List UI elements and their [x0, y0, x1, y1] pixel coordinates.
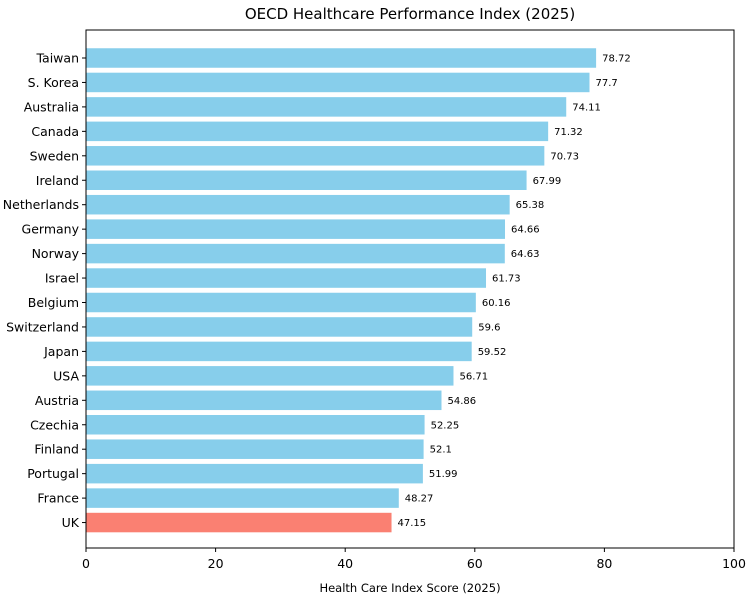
y-tick-label: Finland	[34, 442, 79, 457]
y-tick-label: USA	[53, 368, 79, 383]
bar-israel	[86, 268, 487, 288]
data-label: 65.38	[516, 200, 545, 211]
x-tick-label: 60	[467, 556, 483, 571]
data-label: 54.86	[447, 396, 476, 407]
data-label: 48.27	[405, 494, 434, 505]
x-tick-label: 100	[722, 556, 746, 571]
bar-canada	[86, 121, 549, 142]
data-label: 74.11	[572, 102, 601, 113]
data-label: 71.32	[554, 127, 583, 138]
y-tick-label: Netherlands	[3, 197, 79, 212]
data-label: 56.71	[459, 371, 488, 382]
chart-title: OECD Healthcare Performance Index (2025)	[245, 5, 575, 23]
bar-s-korea	[86, 72, 590, 93]
y-tick-label: Israel	[45, 271, 79, 286]
x-axis-label: Health Care Index Score (2025)	[319, 581, 500, 595]
bar-finland	[86, 439, 424, 459]
bar-france	[86, 488, 399, 508]
bar-austria	[86, 390, 442, 411]
x-tick-label: 20	[208, 556, 224, 571]
bar-uk	[86, 512, 392, 533]
data-label: 47.15	[398, 518, 427, 529]
bar-usa	[86, 366, 454, 386]
y-tick-label: Germany	[22, 222, 80, 237]
bar-taiwan	[86, 48, 597, 68]
y-tick-label: Portugal	[27, 466, 79, 481]
data-label: 59.52	[478, 347, 507, 358]
data-label: 78.72	[602, 54, 631, 65]
data-label: 64.63	[511, 249, 540, 260]
y-tick-label: Japan	[43, 344, 79, 359]
plot-frame	[85, 29, 735, 549]
y-tick-label: Belgium	[28, 295, 79, 310]
data-label: 77.7	[595, 78, 617, 89]
x-tick-label: 0	[82, 556, 90, 571]
bar-australia	[86, 97, 567, 117]
bar-sweden	[86, 146, 545, 166]
data-label: 59.6	[478, 322, 500, 333]
data-label: 52.1	[430, 445, 452, 456]
y-tick-label: Norway	[32, 246, 80, 261]
bar-netherlands	[86, 194, 510, 215]
data-label: 52.25	[431, 420, 460, 431]
y-tick-label: UK	[62, 515, 80, 530]
bar-japan	[86, 341, 472, 362]
y-tick-label: Austria	[35, 393, 79, 408]
y-tick-label: France	[37, 491, 79, 506]
x-axis: 0 20 40 60 80 100	[82, 548, 746, 571]
bar-norway	[86, 243, 505, 264]
bars-group	[86, 48, 597, 533]
data-label: 61.73	[492, 274, 521, 285]
y-tick-label: Canada	[31, 124, 79, 139]
labels-group: Taiwan 78.72 S. Korea 77.7 Australia 74.11 Can…	[3, 51, 631, 531]
y-tick-label: Sweden	[30, 148, 79, 163]
bar-switzerland	[86, 317, 473, 337]
bar-czechia	[86, 415, 425, 435]
bar-belgium	[86, 292, 476, 313]
y-tick-label: Czechia	[30, 417, 79, 432]
data-label: 51.99	[429, 469, 458, 480]
data-label: 64.66	[511, 225, 540, 236]
data-label: 60.16	[482, 298, 511, 309]
data-label: 67.99	[533, 176, 562, 187]
x-tick-label: 40	[337, 556, 353, 571]
bar-germany	[86, 219, 505, 239]
data-label: 70.73	[550, 151, 579, 162]
y-tick-label: Ireland	[36, 173, 79, 188]
bar-ireland	[86, 170, 527, 190]
y-tick-label: S. Korea	[28, 75, 79, 90]
y-tick-label: Taiwan	[35, 51, 79, 66]
x-tick-label: 80	[596, 556, 612, 571]
y-tick-label: Switzerland	[6, 319, 79, 334]
bar-portugal	[86, 463, 423, 484]
y-tick-label: Australia	[24, 99, 79, 114]
